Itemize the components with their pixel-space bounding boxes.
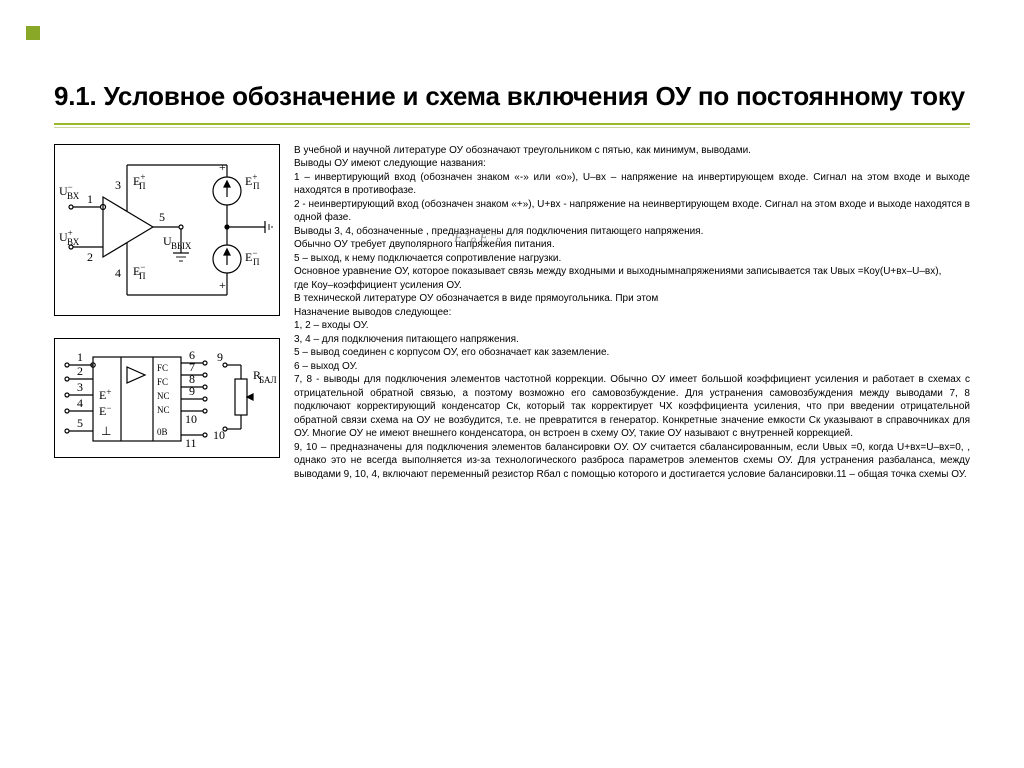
para-16: 9, 10 – предназначены для подключения эл… xyxy=(294,441,970,482)
svg-text:9: 9 xyxy=(217,350,223,364)
pin2-label: 2 xyxy=(87,250,93,264)
para-12: 3, 4 – для подключения питающего напряже… xyxy=(294,333,970,347)
svg-text:NC: NC xyxy=(157,405,170,415)
para-11: 1, 2 – входы ОУ. xyxy=(294,319,970,333)
svg-text:1: 1 xyxy=(77,350,83,364)
svg-text:5: 5 xyxy=(77,416,83,430)
svg-text:E+: E+ xyxy=(99,387,111,402)
svg-text:⊥: ⊥ xyxy=(101,424,111,438)
para-4: Выводы 3, 4, обозначенные , предназначен… xyxy=(294,225,970,239)
title-rule-thin xyxy=(54,127,970,128)
svg-text:3: 3 xyxy=(77,380,83,394)
svg-text:ВХ: ВХ xyxy=(67,191,80,201)
title-rule xyxy=(54,123,970,125)
svg-text:0В: 0В xyxy=(157,427,168,437)
svg-text:3: 3 xyxy=(115,178,121,192)
body-text: В учебной и научной литературе ОУ обозна… xyxy=(294,144,970,482)
svg-text:NC: NC xyxy=(157,391,170,401)
para-9: В технической литературе ОУ обозначается… xyxy=(294,292,970,306)
accent-square xyxy=(26,26,40,40)
para-6: 5 – выход, к нему подключается сопротивл… xyxy=(294,252,970,266)
para-3: 2 - неинвертирующий вход (обозначен знак… xyxy=(294,198,970,225)
para-0: В учебной и научной литературе ОУ обозна… xyxy=(294,144,970,158)
svg-text:10: 10 xyxy=(185,412,197,426)
svg-text:+: + xyxy=(219,278,226,292)
para-5: Обычно ОУ требует двуполярного напряжени… xyxy=(294,238,970,252)
svg-text:П: П xyxy=(139,271,146,281)
svg-text:П: П xyxy=(253,181,260,191)
para-13: 5 – вывод соединен с корпусом ОУ, его об… xyxy=(294,346,970,360)
figures-column: 1 2 U− ВХ U+ ВХ 3 E+ П 4 E− xyxy=(54,144,280,458)
svg-text:9: 9 xyxy=(189,384,195,398)
para-1: Выводы ОУ имеют следующие названия: xyxy=(294,157,970,171)
diagram-opamp-triangle: 1 2 U− ВХ U+ ВХ 3 E+ П 4 E− xyxy=(54,144,280,316)
svg-text:4: 4 xyxy=(115,266,121,280)
pin1-label: 1 xyxy=(87,192,93,206)
svg-text:П: П xyxy=(253,257,260,267)
svg-text:2: 2 xyxy=(77,364,83,378)
para-2: 1 – инвертирующий вход (обозначен знаком… xyxy=(294,171,970,198)
overlay-formula: E⁺ₚ E⁻ₚ xyxy=(454,230,501,249)
para-15: 7, 8 - выводы для подключения элементов … xyxy=(294,373,970,441)
para-10: Назначение выводов следующее: xyxy=(294,306,970,320)
svg-text:ВЫХ: ВЫХ xyxy=(171,241,192,251)
diagram-opamp-rectangle: 1 2 3 E+ 4 E− 5 ⊥ FC xyxy=(54,338,280,458)
svg-text:E−: E− xyxy=(99,403,111,418)
svg-text:4: 4 xyxy=(77,396,83,410)
svg-text:+: + xyxy=(219,160,226,174)
svg-text:5: 5 xyxy=(159,210,165,224)
svg-text:FC: FC xyxy=(157,377,168,387)
page-title: 9.1. Условное обозначение и схема включе… xyxy=(54,80,970,113)
content-row: 1 2 U− ВХ U+ ВХ 3 E+ П 4 E− xyxy=(54,144,970,482)
svg-text:FC: FC xyxy=(157,363,168,373)
svg-text:ВХ: ВХ xyxy=(67,237,80,247)
svg-text:11: 11 xyxy=(185,436,197,450)
svg-text:БАЛ: БАЛ xyxy=(259,375,277,385)
page-content: 9.1. Условное обозначение и схема включе… xyxy=(0,0,1024,505)
para-8: где Коу–коэффициент усиления ОУ. xyxy=(294,279,970,293)
svg-text:10: 10 xyxy=(213,428,225,442)
para-14: 6 – выход ОУ. xyxy=(294,360,970,374)
svg-text:П: П xyxy=(139,181,146,191)
para-7: Основное уравнение ОУ, которое показывае… xyxy=(294,265,970,279)
